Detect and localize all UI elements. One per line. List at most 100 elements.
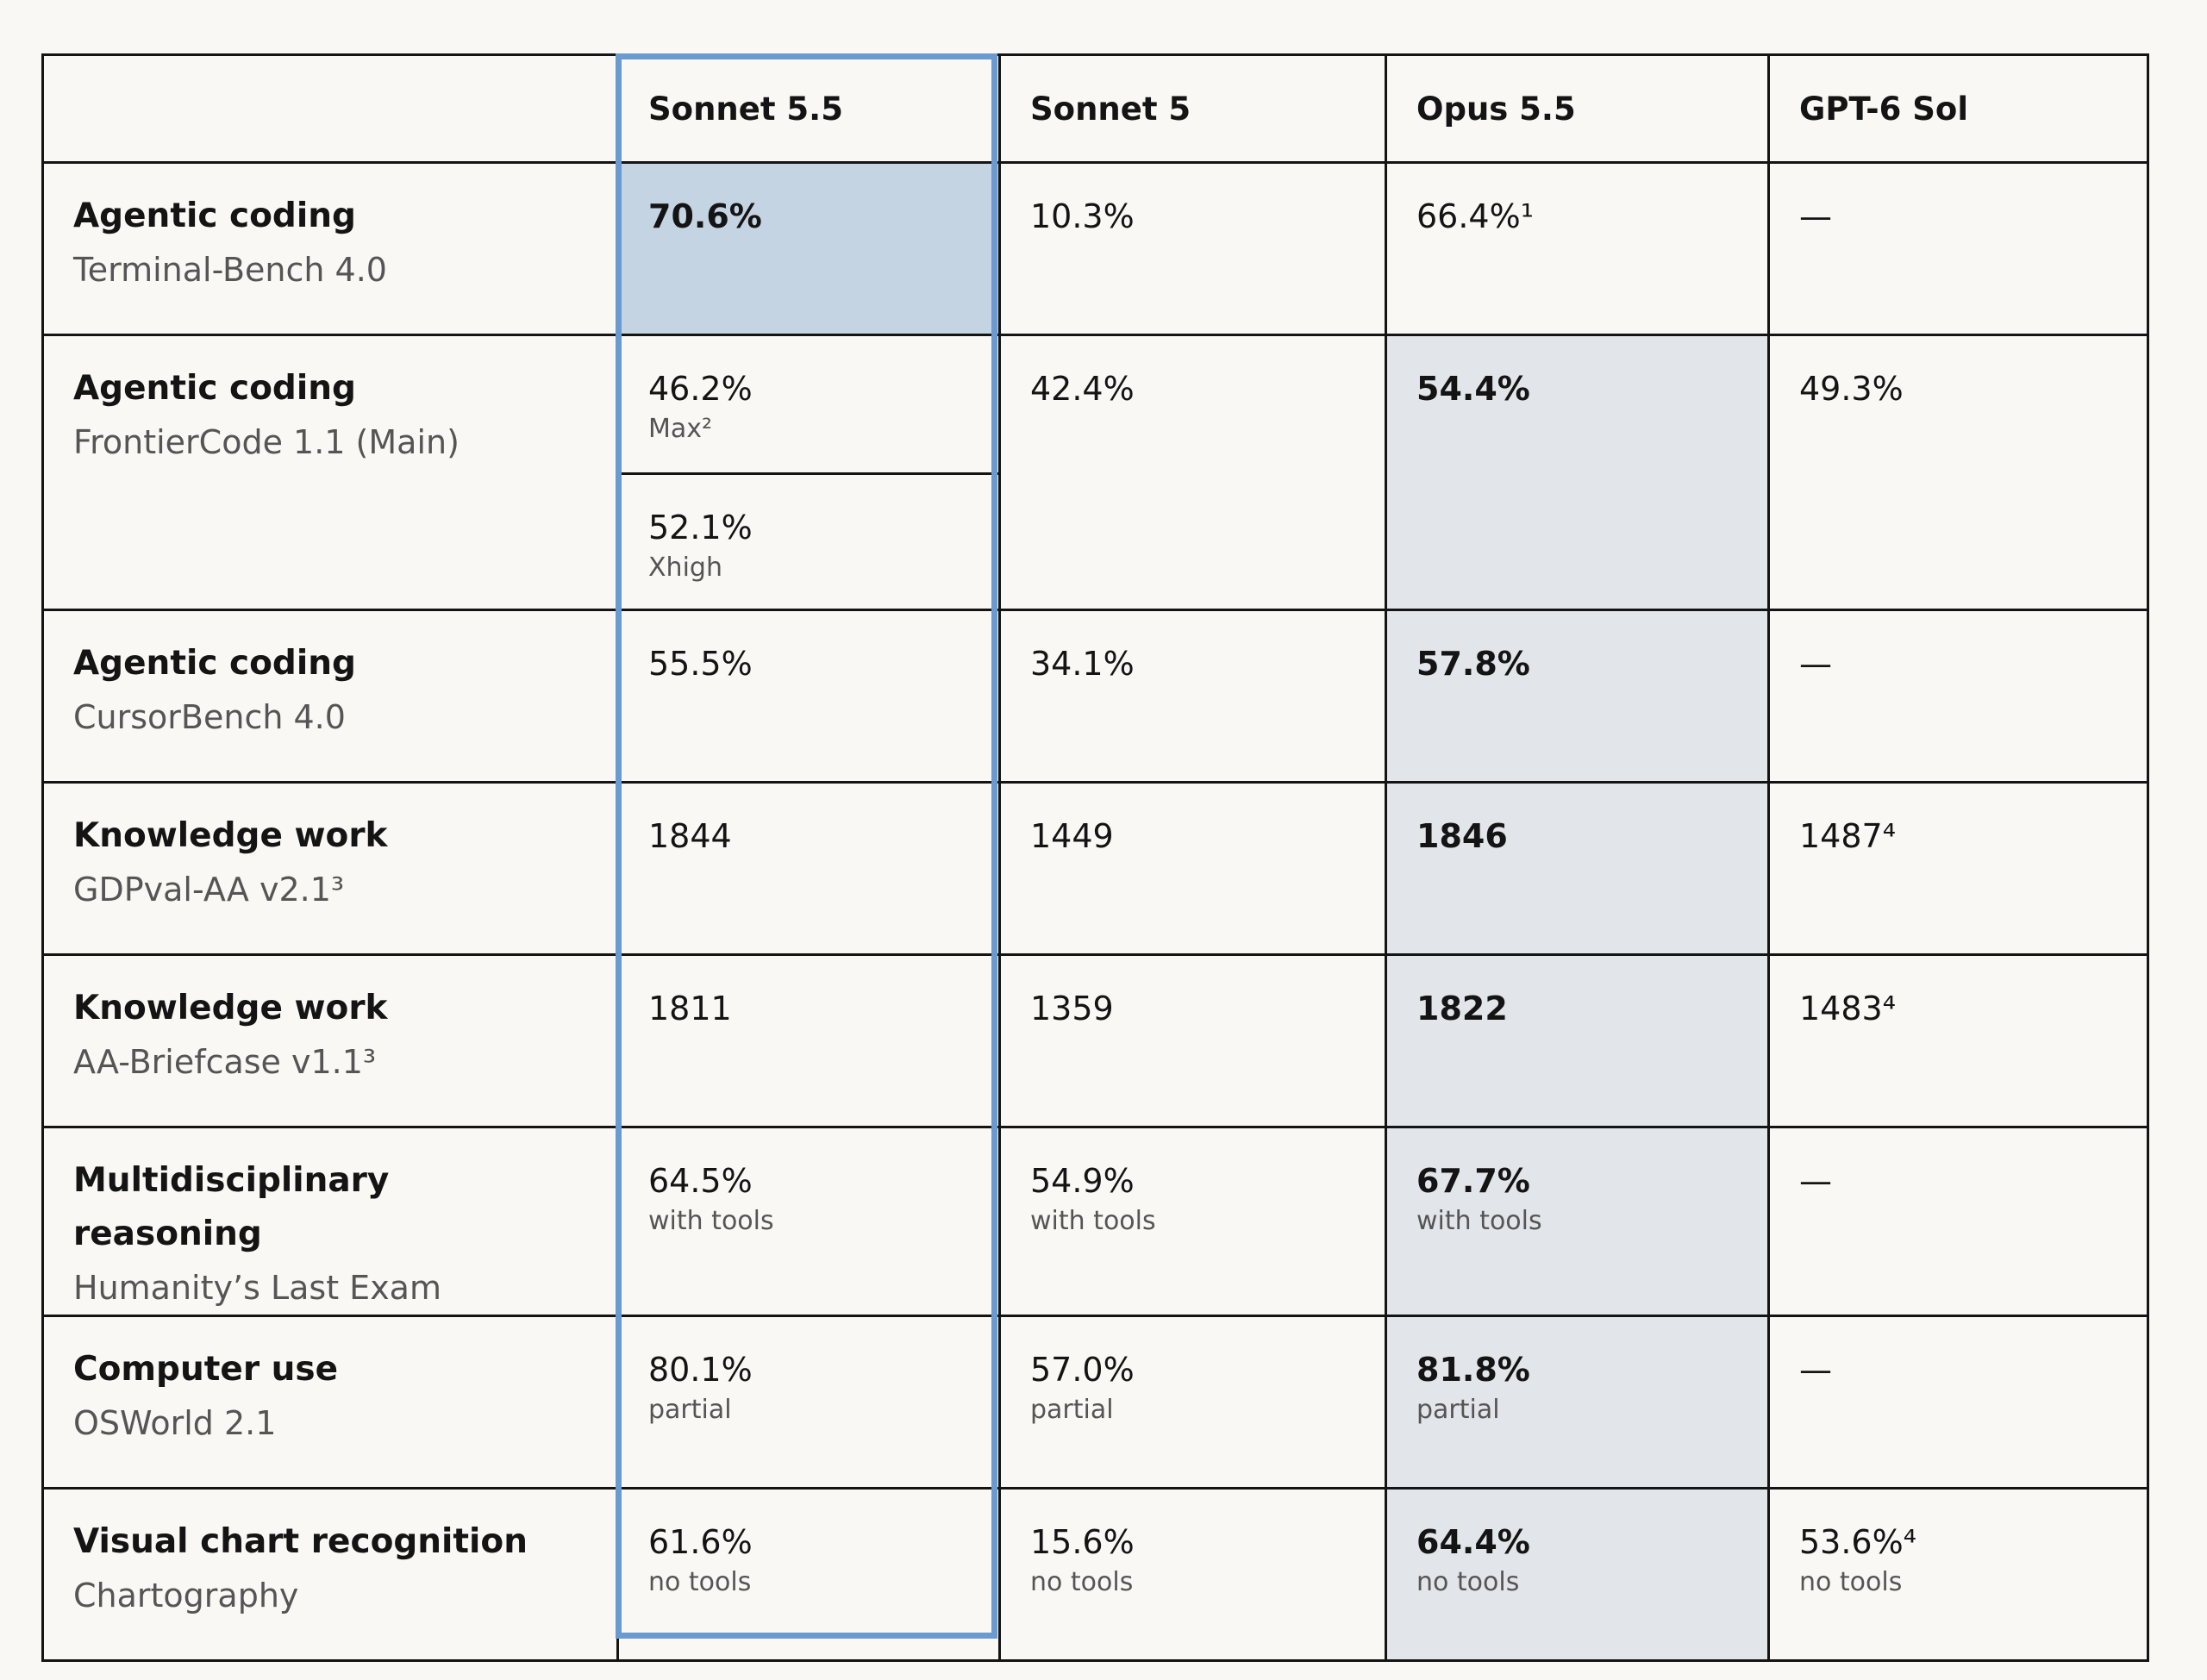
- score-value: 1359: [1030, 990, 1114, 1027]
- cell-sonnet-5: 42.4%: [998, 334, 1387, 611]
- score-value: 55.5%: [648, 645, 753, 683]
- score-value: 46.2%: [648, 370, 753, 408]
- score-value: 70.6%: [648, 197, 762, 235]
- row-header: Knowledge work GDPval-AA v2.1³: [41, 781, 619, 956]
- cell-sonnet-5-5: 80.1% partial: [616, 1315, 1001, 1490]
- cell-gpt-6-sol: —: [1767, 609, 2149, 784]
- row-header: Computer use OSWorld 2.1: [41, 1315, 619, 1490]
- cell-sonnet-5: 1359: [998, 953, 1387, 1128]
- cell-opus-5-5: 54.4%: [1385, 334, 1770, 611]
- header-sonnet-5-5: Sonnet 5.5: [616, 53, 1001, 164]
- score-value: 54.4%: [1416, 370, 1530, 408]
- score-value: 1449: [1030, 817, 1114, 855]
- cell-opus-5-5: 66.4%¹: [1385, 161, 1770, 336]
- benchmark-label: AA-Briefcase v1.1³: [73, 1043, 377, 1081]
- score-note: partial: [1416, 1395, 1500, 1425]
- score-value: —: [1799, 1351, 1832, 1389]
- cell-opus-5-5: 81.8% partial: [1385, 1315, 1770, 1490]
- cell-gpt-6-sol: 49.3%: [1767, 334, 2149, 611]
- score-note: partial: [648, 1395, 732, 1425]
- benchmark-label: CursorBench 4.0: [73, 698, 346, 736]
- category-label: Knowledge work: [73, 816, 388, 855]
- header-corner: [41, 53, 619, 164]
- cell-sonnet-5-5: 1844: [616, 781, 1001, 956]
- table-row: Agentic coding CursorBench 4.0 55.5% 34.…: [41, 609, 2149, 784]
- row-header: Agentic coding CursorBench 4.0: [41, 609, 619, 784]
- cell-sonnet-5: 34.1%: [998, 609, 1387, 784]
- score-value: —: [1799, 645, 1832, 683]
- score-value: 1487⁴: [1799, 817, 1896, 855]
- score-note: no tools: [1416, 1567, 1520, 1597]
- cell-sonnet-5-5: 55.5%: [616, 609, 1001, 784]
- score-value: 52.1%: [648, 509, 753, 546]
- benchmark-table: Sonnet 5.5 Sonnet 5 Opus 5.5 GPT-6 Sol A…: [41, 53, 2149, 1662]
- score-value: 42.4%: [1030, 370, 1135, 408]
- row-header: Knowledge work AA-Briefcase v1.1³: [41, 953, 619, 1128]
- cell-gpt-6-sol: —: [1767, 1315, 2149, 1490]
- score-value: 10.3%: [1030, 197, 1135, 235]
- benchmark-label: Terminal-Bench 4.0: [73, 251, 387, 289]
- table-row: Visual chart recognition Chartography 61…: [41, 1487, 2149, 1662]
- cell-opus-5-5: 1846: [1385, 781, 1770, 956]
- cell-opus-5-5: 67.7% with tools: [1385, 1126, 1770, 1317]
- cell-gpt-6-sol: 1483⁴: [1767, 953, 2149, 1128]
- table-row: Agentic coding FrontierCode 1.1 (Main) 4…: [41, 334, 2149, 611]
- score-value: 53.6%⁴: [1799, 1523, 1916, 1561]
- score-note: with tools: [648, 1206, 774, 1236]
- score-value: 80.1%: [648, 1351, 753, 1389]
- score-value: 1844: [648, 817, 732, 855]
- score-value: 61.6%: [648, 1523, 753, 1561]
- score-note: no tools: [648, 1567, 752, 1597]
- benchmark-label: Humanity’s Last Exam: [73, 1269, 441, 1307]
- header-sonnet-5: Sonnet 5: [998, 53, 1387, 164]
- category-label: Knowledge work: [73, 989, 388, 1027]
- table-row: Knowledge work AA-Briefcase v1.1³ 1811 1…: [41, 953, 2149, 1128]
- row-header: Visual chart recognition Chartography: [41, 1487, 619, 1662]
- score-value: 1846: [1416, 817, 1508, 855]
- row-header: Agentic coding Terminal-Bench 4.0: [41, 161, 619, 336]
- cell-gpt-6-sol: 1487⁴: [1767, 781, 2149, 956]
- cell-gpt-6-sol: —: [1767, 161, 2149, 336]
- cell-sonnet-5-5: 70.6%: [616, 161, 1001, 336]
- cell-sonnet-5: 15.6% no tools: [998, 1487, 1387, 1662]
- table-row: Multidisciplinary reasoning Humanity’s L…: [41, 1126, 2149, 1317]
- benchmark-label: FrontierCode 1.1 (Main): [73, 423, 460, 461]
- header-opus-5-5: Opus 5.5: [1385, 53, 1770, 164]
- score-value: 66.4%¹: [1416, 197, 1534, 235]
- category-label: Computer use: [73, 1350, 339, 1389]
- cell-sonnet-5-5: 1811: [616, 953, 1001, 1128]
- category-label: Agentic coding: [73, 644, 356, 683]
- cell-gpt-6-sol: —: [1767, 1126, 2149, 1317]
- header-gpt-6-sol: GPT-6 Sol: [1767, 53, 2149, 164]
- category-label: Multidisciplinary reasoning: [73, 1161, 390, 1253]
- cell-opus-5-5: 64.4% no tools: [1385, 1487, 1770, 1662]
- cell-sonnet-5: 10.3%: [998, 161, 1387, 336]
- score-note: with tools: [1416, 1206, 1542, 1236]
- score-note: no tools: [1030, 1567, 1134, 1597]
- cell-sonnet-5: 1449: [998, 781, 1387, 956]
- score-value: 34.1%: [1030, 645, 1135, 683]
- category-label: Agentic coding: [73, 197, 356, 235]
- cell-opus-5-5: 57.8%: [1385, 609, 1770, 784]
- score-value: 67.7%: [1416, 1162, 1530, 1200]
- score-value: 15.6%: [1030, 1523, 1135, 1561]
- category-label: Agentic coding: [73, 369, 356, 408]
- score-note: partial: [1030, 1395, 1114, 1425]
- score-value: 57.8%: [1416, 645, 1530, 683]
- cell-gpt-6-sol: 53.6%⁴ no tools: [1767, 1487, 2149, 1662]
- row-header: Agentic coding FrontierCode 1.1 (Main): [41, 334, 619, 611]
- cell-opus-5-5: 1822: [1385, 953, 1770, 1128]
- score-value: 1811: [648, 990, 732, 1027]
- score-note: Xhigh: [648, 553, 722, 583]
- category-label: Visual chart recognition: [73, 1522, 528, 1561]
- score-value: 64.4%: [1416, 1523, 1530, 1561]
- score-value: —: [1799, 1162, 1832, 1200]
- score-value: 1483⁴: [1799, 990, 1896, 1027]
- cell-sonnet-5-5: 64.5% with tools: [616, 1126, 1001, 1317]
- score-note: with tools: [1030, 1206, 1156, 1236]
- table-row: Knowledge work GDPval-AA v2.1³ 1844 1449…: [41, 781, 2149, 956]
- benchmark-label: Chartography: [73, 1577, 299, 1614]
- table-row: Agentic coding Terminal-Bench 4.0 70.6% …: [41, 161, 2149, 336]
- sub-cell-xhigh: 52.1% Xhigh: [619, 472, 998, 609]
- table-row: Computer use OSWorld 2.1 80.1% partial 5…: [41, 1315, 2149, 1490]
